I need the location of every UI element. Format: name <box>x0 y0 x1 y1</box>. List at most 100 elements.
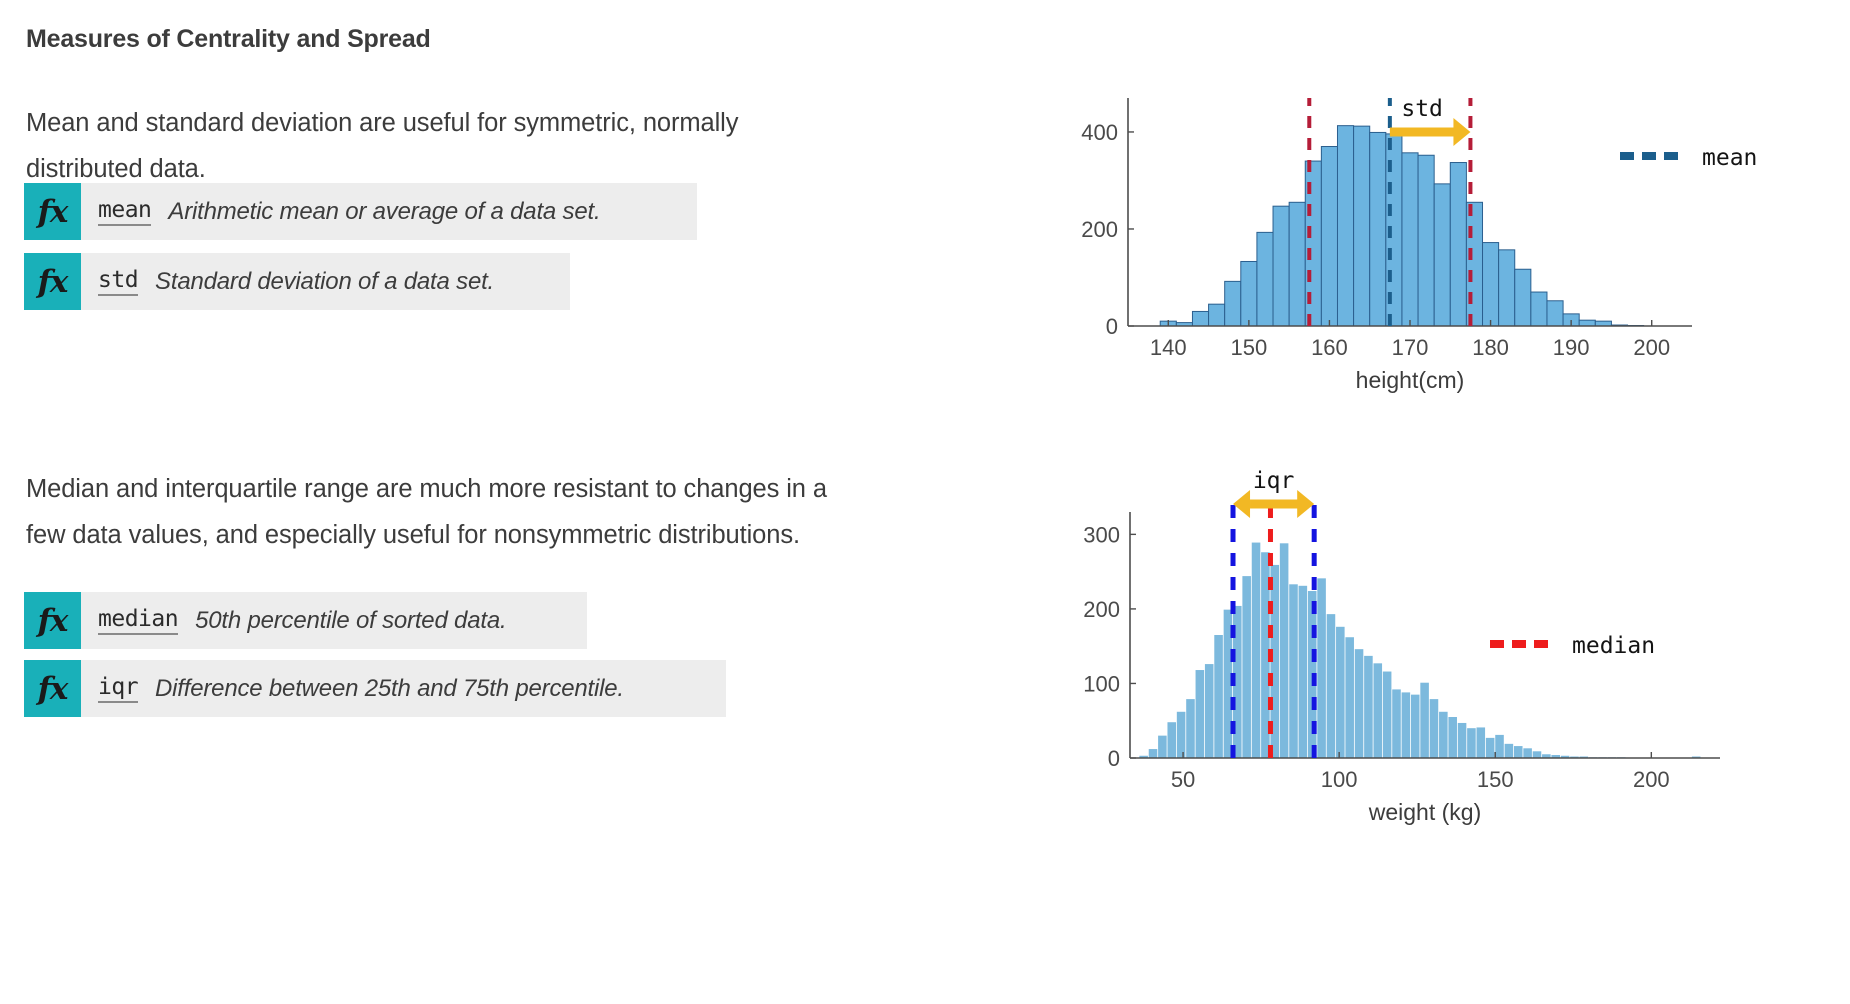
y-tick-label: 400 <box>1081 120 1118 145</box>
x-tick-label: 200 <box>1633 767 1670 792</box>
histogram-bar <box>1326 614 1336 758</box>
histogram-bar <box>1353 125 1371 327</box>
x-tick-label: 180 <box>1472 335 1509 360</box>
histogram-bar <box>1482 242 1500 327</box>
function-description: Standard deviation of a data set. <box>155 267 495 295</box>
y-tick-label: 0 <box>1106 314 1118 339</box>
function-card-body: mean Arithmetic mean or average of a dat… <box>81 183 616 240</box>
histogram-bar <box>1417 154 1435 327</box>
function-description: 50th percentile of sorted data. <box>195 606 507 634</box>
histogram-bar <box>1513 746 1523 758</box>
histogram-bar <box>1251 542 1261 758</box>
page-title: Measures of Centrality and Spread <box>26 25 431 53</box>
function-link-iqr[interactable]: iqr <box>98 674 139 703</box>
paragraph-median-iqr: Median and interquartile range are much … <box>26 475 827 549</box>
histogram-bar <box>1256 231 1274 327</box>
fx-icon: fx <box>24 592 81 649</box>
function-link-median[interactable]: median <box>98 606 179 635</box>
histogram-bar <box>1498 249 1516 327</box>
height-histogram-svg: 140 150 160 170 180 190 200 0 200 400 height(cm) st… <box>1081 96 1757 393</box>
histogram-bar <box>1578 319 1596 327</box>
histogram-bar <box>1336 626 1345 758</box>
histogram-bar <box>1448 717 1457 758</box>
x-tick-label: 150 <box>1477 767 1514 792</box>
height-histogram-chart: 140 150 160 170 180 190 200 0 200 400 height(cm) st… <box>1020 78 1840 398</box>
x-tick-label: 150 <box>1230 335 1267 360</box>
histogram-bar <box>1240 260 1258 327</box>
histogram-bar <box>1530 291 1548 327</box>
histogram-bar <box>1158 735 1167 758</box>
x-axis-label: weight (kg) <box>1368 799 1481 825</box>
histogram-bar <box>1148 749 1158 758</box>
histogram-bar <box>1191 310 1210 327</box>
bars-group <box>1139 542 1701 758</box>
histogram-bar <box>1495 734 1504 758</box>
x-tick-label: 160 <box>1311 335 1348 360</box>
histogram-bar <box>1204 664 1214 758</box>
histogram-bar <box>1167 722 1177 758</box>
function-card-iqr[interactable]: fx iqr Difference between 25th and 75th … <box>24 660 726 717</box>
histogram-bar <box>1551 755 1560 758</box>
histogram-bar <box>1279 543 1289 758</box>
histogram-bar <box>1523 748 1532 758</box>
function-card-median[interactable]: fx median 50th percentile of sorted data… <box>24 592 587 649</box>
y-tick-label: 100 <box>1083 671 1120 696</box>
histogram-bar <box>1560 755 1570 758</box>
histogram-bar <box>1476 727 1486 758</box>
histogram-bar <box>1186 699 1195 758</box>
histogram-bar <box>1336 125 1355 327</box>
histogram-bar <box>1270 564 1280 758</box>
legend-dash <box>1620 152 1634 160</box>
histogram-bar <box>1289 584 1298 758</box>
histogram-bar <box>1382 671 1392 758</box>
x-tick-label: 170 <box>1392 335 1429 360</box>
legend-dash <box>1512 640 1526 648</box>
histogram-bar <box>1401 152 1419 327</box>
y-tick-label: 200 <box>1081 217 1118 242</box>
y-tick-label: 0 <box>1108 746 1120 771</box>
legend: mean <box>1620 145 1757 171</box>
histogram-bar <box>1261 552 1270 758</box>
histogram-bar <box>1320 146 1338 327</box>
histogram-bar <box>1546 300 1564 327</box>
legend-dash <box>1664 152 1678 160</box>
x-axis-label: height(cm) <box>1356 367 1465 393</box>
function-card-body: median 50th percentile of sorted data. <box>81 592 522 649</box>
histogram-bar <box>1504 743 1514 758</box>
histogram-bar <box>1272 205 1290 327</box>
std-arrow <box>1389 118 1471 146</box>
histogram-bar <box>1485 737 1495 758</box>
histogram-bar <box>1465 201 1484 327</box>
paragraph-mean-std: Mean and standard deviation are useful f… <box>26 109 739 183</box>
histogram-bar <box>1410 694 1420 758</box>
function-description: Difference between 25th and 75th percent… <box>155 674 624 702</box>
arrow-head-right <box>1297 490 1315 518</box>
fx-icon: fx <box>24 183 81 240</box>
function-card-mean[interactable]: fx mean Arithmetic mean or average of a … <box>24 183 697 240</box>
legend-label: mean <box>1702 145 1757 171</box>
legend: median <box>1490 633 1655 659</box>
function-link-mean[interactable]: mean <box>98 197 152 226</box>
histogram-bar <box>1288 201 1306 327</box>
x-tick-label: 100 <box>1321 767 1358 792</box>
y-tick-label: 300 <box>1083 522 1120 547</box>
function-link-std[interactable]: std <box>98 267 139 296</box>
histogram-bar <box>1345 637 1354 758</box>
weight-histogram-svg: 50 100 150 200 0 100 200 300 weight (kg) iqr media… <box>1083 470 1720 825</box>
histogram-bar <box>1176 711 1186 758</box>
annotation-label-std: std <box>1401 96 1443 122</box>
histogram-bar <box>1532 751 1542 758</box>
histogram-bar <box>1214 635 1223 758</box>
histogram-bar <box>1429 699 1439 758</box>
function-card-std[interactable]: fx std Standard deviation of a data set. <box>24 253 570 310</box>
arrow-head-left <box>1233 490 1251 518</box>
function-description: Arithmetic mean or average of a data set… <box>168 197 601 225</box>
fx-icon: fx <box>24 660 81 717</box>
y-tick-label: 200 <box>1083 597 1120 622</box>
content-column: Measures of Centrality and Spread Mean a… <box>0 0 900 1004</box>
histogram-bar <box>1364 655 1373 758</box>
bars-group <box>1159 125 1645 327</box>
histogram-bar <box>1223 609 1233 758</box>
x-tick-label: 200 <box>1633 335 1670 360</box>
legend-dash <box>1490 640 1504 648</box>
